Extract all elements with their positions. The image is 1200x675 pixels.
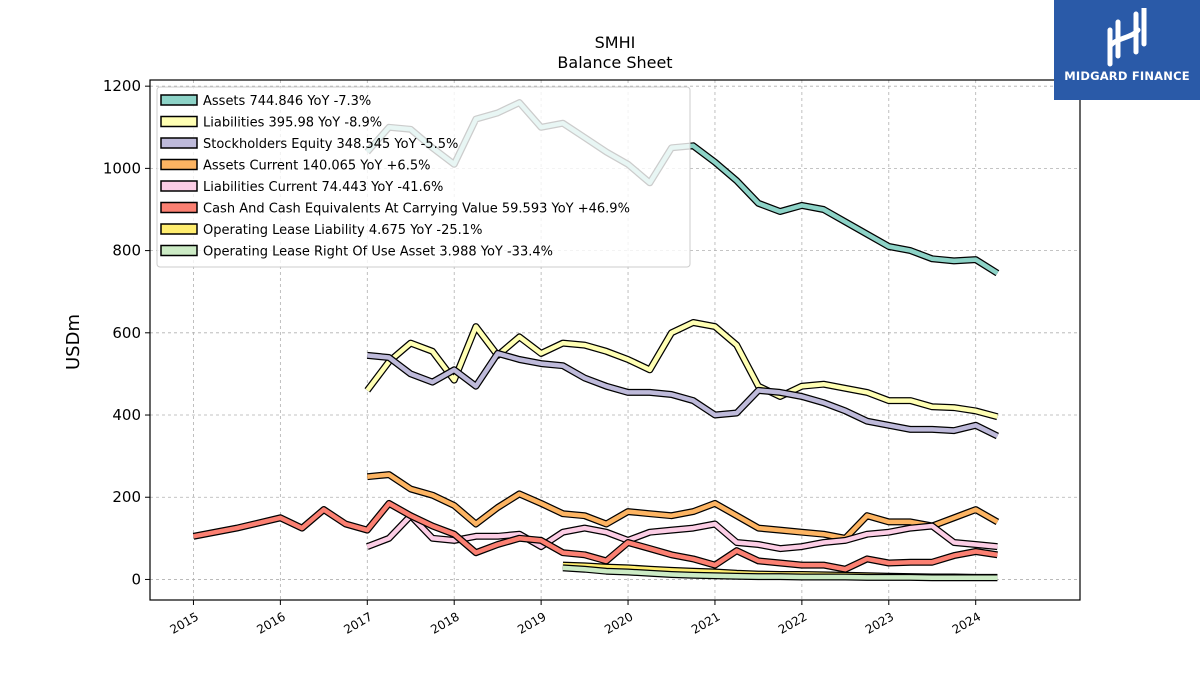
- legend-label: Assets 744.846 YoY -7.3%: [203, 94, 371, 109]
- series-7: [562, 564, 998, 582]
- legend-swatch: [160, 158, 198, 171]
- brand-logo: MIDGARD FINANCE: [1054, 0, 1200, 100]
- legend-label: Operating Lease Liability 4.675 YoY -25.…: [203, 223, 482, 238]
- y-tick-label: 1000: [103, 159, 141, 177]
- x-tick-label: 2015: [168, 609, 201, 636]
- legend-entry: Assets Current 140.065 YoY +6.5%: [160, 158, 430, 174]
- legend-entry: Liabilities Current 74.443 YoY -41.6%: [160, 180, 443, 195]
- series-2: [366, 349, 999, 440]
- series-line: [367, 351, 999, 439]
- legend-entry: Cash And Cash Equivalents At Carrying Va…: [160, 201, 630, 217]
- legend-entry: Operating Lease Right Of Use Asset 3.988…: [160, 244, 553, 260]
- chart-title: SMHI: [594, 33, 636, 52]
- legend-entry: Liabilities 395.98 YoY -8.9%: [160, 115, 382, 131]
- y-tick-label: 400: [112, 406, 141, 424]
- legend-swatch: [160, 223, 198, 235]
- x-tick-label: 2016: [254, 609, 287, 636]
- legend-swatch: [160, 201, 198, 214]
- series-1: [364, 319, 999, 421]
- x-tick-label: 2019: [515, 609, 548, 636]
- legend-label: Liabilities Current 74.443 YoY -41.6%: [203, 180, 443, 195]
- x-tick-label: 2018: [428, 609, 461, 636]
- series-3: [366, 471, 1000, 542]
- x-tick-label: 2023: [863, 609, 896, 636]
- legend-label: Operating Lease Right Of Use Asset 3.988…: [203, 245, 553, 260]
- series-line: [193, 501, 998, 572]
- x-tick-label: 2021: [689, 609, 722, 636]
- y-tick-label: 200: [112, 488, 141, 506]
- x-tick-label: 2017: [341, 609, 374, 636]
- legend-swatch: [160, 180, 198, 192]
- legend-entry: Assets 744.846 YoY -7.3%: [160, 94, 371, 109]
- legend-label: Liabilities 395.98 YoY -8.9%: [203, 116, 382, 131]
- series-4: [366, 512, 998, 553]
- series-line: [365, 320, 998, 419]
- y-tick-label: 800: [112, 242, 141, 260]
- y-axis-label: USDm: [63, 314, 84, 370]
- legend-entry: Stockholders Equity 348.545 YoY -5.5%: [160, 137, 458, 152]
- legend-swatch: [160, 94, 198, 106]
- plot-frame: [149, 79, 1081, 601]
- legend-box: [156, 86, 691, 268]
- series-line: [366, 513, 998, 551]
- legend-label: Assets Current 140.065 YoY +6.5%: [203, 159, 430, 174]
- y-tick-label: 600: [112, 324, 141, 342]
- y-tick-label: 1200: [103, 77, 141, 95]
- y-tick-label: 0: [131, 570, 141, 588]
- chart-subtitle: Balance Sheet: [557, 53, 673, 72]
- series-5: [192, 499, 998, 573]
- legend-swatch: [160, 115, 198, 128]
- legend-swatch: [160, 244, 198, 257]
- legend-label: Cash And Cash Equivalents At Carrying Va…: [203, 202, 630, 217]
- midgard-finance-logo-icon: [1107, 8, 1147, 67]
- x-tick-label: 2022: [776, 609, 809, 636]
- x-tick-label: 2020: [602, 609, 635, 636]
- brand-name: MIDGARD FINANCE: [1064, 69, 1190, 83]
- legend-entry: Operating Lease Liability 4.675 YoY -25.…: [160, 223, 482, 238]
- series-line: [367, 472, 999, 541]
- legend-swatch: [160, 137, 198, 149]
- series-line: [562, 565, 998, 581]
- x-tick-label: 2024: [950, 609, 983, 636]
- legend: Assets 744.846 YoY -7.3% Liabilities 395.…: [156, 86, 691, 268]
- legend-label: Stockholders Equity 348.545 YoY -5.5%: [203, 137, 458, 152]
